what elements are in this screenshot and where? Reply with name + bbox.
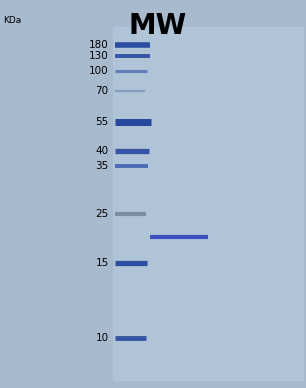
Text: 35: 35: [95, 161, 109, 171]
Text: KDa: KDa: [3, 16, 21, 24]
Text: MW: MW: [129, 12, 187, 40]
Text: 130: 130: [89, 51, 109, 61]
Text: 25: 25: [95, 209, 109, 219]
Text: 15: 15: [95, 258, 109, 268]
Text: 10: 10: [95, 333, 109, 343]
Text: 55: 55: [95, 117, 109, 127]
Text: 100: 100: [89, 66, 109, 76]
FancyBboxPatch shape: [113, 27, 304, 381]
Text: 70: 70: [95, 86, 109, 96]
Text: 180: 180: [89, 40, 109, 50]
Text: 40: 40: [95, 146, 109, 156]
